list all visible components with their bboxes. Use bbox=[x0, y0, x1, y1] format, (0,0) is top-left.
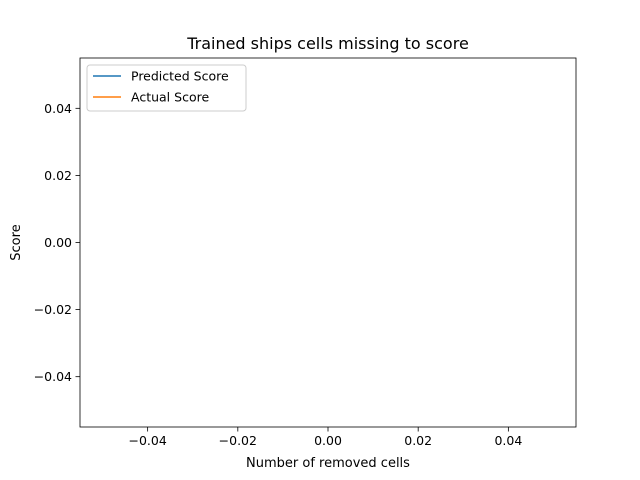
x-tick-label: −0.04 bbox=[128, 433, 166, 448]
x-axis-ticks: −0.04 −0.02 0.00 0.02 0.04 bbox=[128, 427, 522, 448]
y-tick-label: 0.00 bbox=[44, 235, 72, 250]
y-axis-ticks: −0.04 −0.02 0.00 0.02 0.04 bbox=[34, 101, 80, 384]
x-tick-label: 0.04 bbox=[494, 433, 522, 448]
legend-label-predicted-score: Predicted Score bbox=[131, 69, 229, 84]
x-tick-label: 0.00 bbox=[314, 433, 342, 448]
y-tick-label: 0.04 bbox=[44, 101, 72, 116]
x-tick-label: −0.02 bbox=[219, 433, 257, 448]
x-tick-label: 0.02 bbox=[404, 433, 432, 448]
chart-title: Trained ships cells missing to score bbox=[186, 34, 469, 53]
y-tick-label: 0.02 bbox=[44, 168, 72, 183]
legend-label-actual-score: Actual Score bbox=[131, 90, 209, 105]
x-axis-label: Number of removed cells bbox=[246, 456, 410, 471]
y-axis-label: Score bbox=[9, 224, 24, 260]
legend: Predicted Score Actual Score bbox=[86, 64, 247, 112]
y-tick-label: −0.04 bbox=[34, 369, 72, 384]
legend-box bbox=[86, 64, 247, 112]
y-tick-label: −0.02 bbox=[34, 302, 72, 317]
plot-area bbox=[80, 58, 576, 427]
